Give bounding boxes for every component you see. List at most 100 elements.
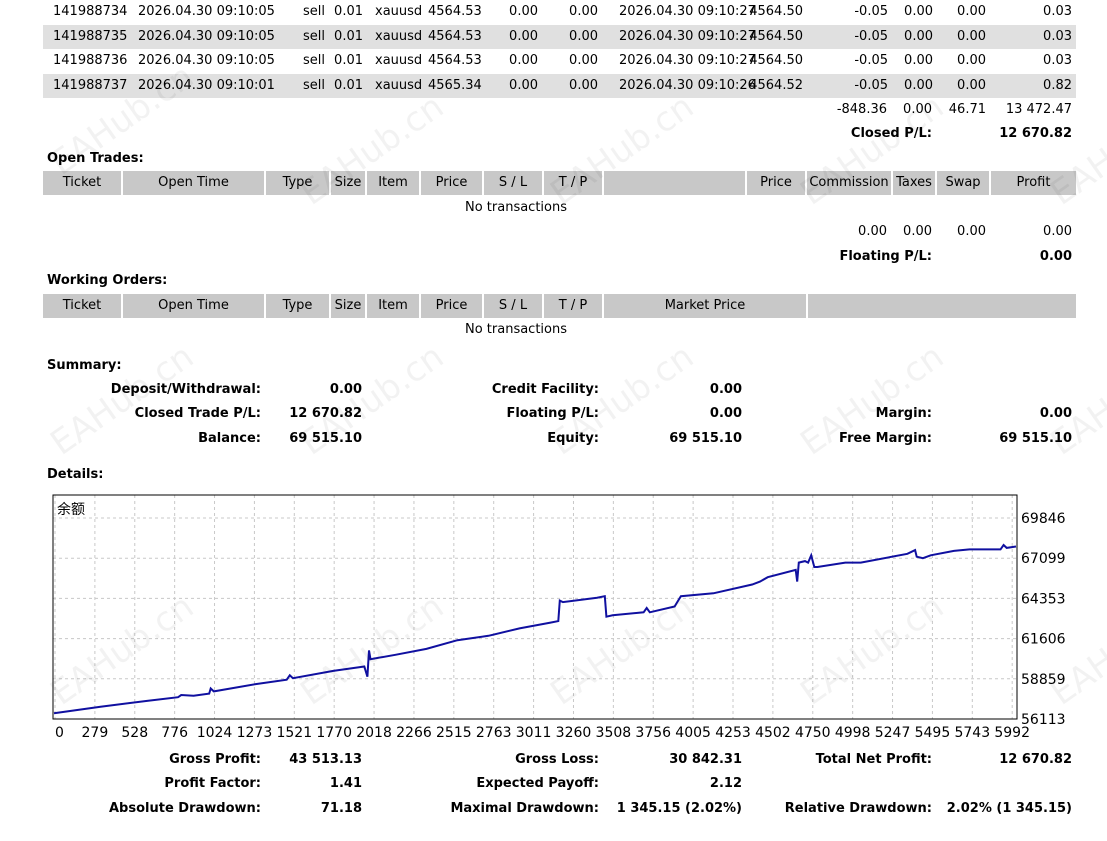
cell-close-time: 2026.04.30 09:10:27	[619, 53, 756, 68]
plot-frame	[52, 494, 1018, 720]
chart-title: 余额	[57, 501, 85, 518]
x-tick-label: 3508	[596, 725, 632, 740]
wo-header-item: Item	[367, 294, 419, 318]
wo-header-tp: T / P	[544, 294, 602, 318]
wo-header-type: Type	[266, 294, 329, 318]
summary-title: Summary:	[47, 358, 122, 373]
x-tick-label: 5495	[915, 725, 951, 740]
cell-ticket: 141988737	[53, 77, 128, 93]
cell-open-time: 2026.04.30 09:10:01	[138, 77, 275, 93]
balance-chart: 余额 69846 67099 64353 61606 58859 56113 0 279 528 7…	[52, 494, 1066, 740]
cell-close-price: 4564.52	[749, 77, 803, 93]
x-tick-label: 4998	[835, 725, 871, 740]
open-total-taxes: 0.00	[903, 224, 932, 239]
cell-close-price: 4564.50	[749, 28, 803, 44]
cell-swap: 0.00	[957, 28, 986, 44]
details-title: Details:	[47, 467, 104, 482]
cell-taxes: 0.00	[904, 77, 933, 93]
cell-tp: 0.00	[569, 53, 598, 68]
closed-pl-label: Closed P/L:	[850, 126, 932, 141]
working-orders-header: Ticket Open Time Type Size Item Price S …	[43, 294, 1076, 318]
x-tick-label: 776	[161, 725, 188, 740]
wo-header-market-price: Market Price	[604, 294, 806, 318]
total-net-profit-value: 12 670.82	[999, 752, 1072, 767]
cell-tp: 0.00	[569, 28, 598, 44]
balance-label: Balance:	[198, 431, 261, 446]
header-taxes: Taxes	[893, 171, 935, 195]
closed-trade-label: Closed Trade P/L:	[134, 406, 261, 421]
cell-taxes: 0.00	[904, 4, 933, 19]
cell-item: xauusd	[375, 28, 423, 44]
x-tick-label: 4502	[755, 725, 791, 740]
cell-commission: -0.05	[854, 4, 888, 19]
x-tick-label: 5743	[954, 725, 990, 740]
margin-label: Margin:	[875, 406, 932, 421]
header-item: Item	[367, 171, 419, 195]
cell-commission: -0.05	[854, 77, 888, 93]
wo-header-size: Size	[331, 294, 365, 318]
y-tick-label: 64353	[1021, 591, 1066, 607]
relative-drawdown-label: Relative Drawdown:	[784, 801, 932, 816]
maximal-drawdown-value: 1 345.15 (2.02%)	[616, 801, 742, 816]
x-tick-label: 4005	[675, 725, 711, 740]
balance-value: 69 515.10	[289, 431, 362, 446]
cell-price: 4565.34	[428, 77, 482, 93]
open-total-swap: 0.00	[957, 224, 986, 239]
cell-type: sell	[303, 4, 325, 19]
gross-profit-label: Gross Profit:	[169, 752, 261, 767]
relative-drawdown-value: 2.02% (1 345.15)	[946, 801, 1072, 816]
cell-profit: 0.82	[1043, 77, 1072, 93]
profit-factor-value: 1.41	[329, 776, 362, 791]
cell-sl: 0.00	[509, 77, 538, 93]
open-total-commission: 0.00	[858, 224, 887, 239]
x-tick-label: 4253	[715, 725, 751, 740]
x-tick-label: 1521	[276, 725, 312, 740]
closed-pl-value: 12 670.82	[999, 126, 1072, 141]
absolute-drawdown-label: Absolute Drawdown:	[109, 801, 261, 816]
header-type: Type	[266, 171, 329, 195]
cell-commission: -0.05	[854, 53, 888, 68]
header-swap: Swap	[937, 171, 989, 195]
free-margin-value: 69 515.10	[999, 431, 1072, 446]
floating-pl-label: Floating P/L:	[839, 249, 932, 264]
credit-label: Credit Facility:	[491, 382, 599, 397]
equity-label: Equity:	[547, 431, 599, 446]
x-tick-label: 528	[121, 725, 148, 740]
x-tick-label: 4750	[795, 725, 831, 740]
cell-item: xauusd	[375, 77, 423, 93]
header-tp: T / P	[544, 171, 602, 195]
cell-tp: 0.00	[569, 77, 598, 93]
working-orders-title: Working Orders:	[47, 273, 168, 288]
expected-payoff-value: 2.12	[709, 776, 742, 791]
absolute-drawdown-value: 71.18	[320, 801, 362, 816]
header-ticket: Ticket	[43, 171, 121, 195]
open-trades-empty: No transactions	[464, 200, 568, 215]
x-tick-label: 279	[82, 725, 109, 740]
expected-payoff-label: Expected Payoff:	[476, 776, 599, 791]
table-row: 141988735 2026.04.30 09:10:05 sell 0.01 xauu…	[43, 24, 1076, 49]
cell-size: 0.01	[334, 53, 363, 68]
cell-profit: 0.03	[1043, 28, 1072, 44]
x-tick-label: 3756	[635, 725, 671, 740]
wo-header-ticket: Ticket	[43, 294, 121, 318]
y-tick-label: 67099	[1021, 551, 1066, 567]
open-trades-title: Open Trades:	[47, 151, 144, 166]
cell-profit: 0.03	[1043, 4, 1072, 19]
closed-total-profit: 13 472.47	[1005, 102, 1072, 117]
cell-close-price: 4564.50	[749, 53, 803, 68]
cell-size: 0.01	[334, 77, 363, 93]
cell-ticket: 141988735	[53, 28, 128, 44]
deposit-value: 0.00	[329, 382, 362, 397]
summary-floating-value: 0.00	[709, 406, 742, 421]
x-tick-label: 1770	[316, 725, 352, 740]
cell-taxes: 0.00	[904, 28, 933, 44]
closed-total-swap: 46.71	[948, 102, 986, 117]
maximal-drawdown-label: Maximal Drawdown:	[450, 801, 599, 816]
wo-header-price: Price	[421, 294, 482, 318]
cell-ticket: 141988734	[53, 4, 128, 19]
x-tick-label: 2763	[476, 725, 512, 740]
cell-tp: 0.00	[569, 4, 598, 19]
header-profit: Profit	[991, 171, 1076, 195]
gross-loss-label: Gross Loss:	[515, 752, 599, 767]
cell-type: sell	[303, 53, 325, 68]
